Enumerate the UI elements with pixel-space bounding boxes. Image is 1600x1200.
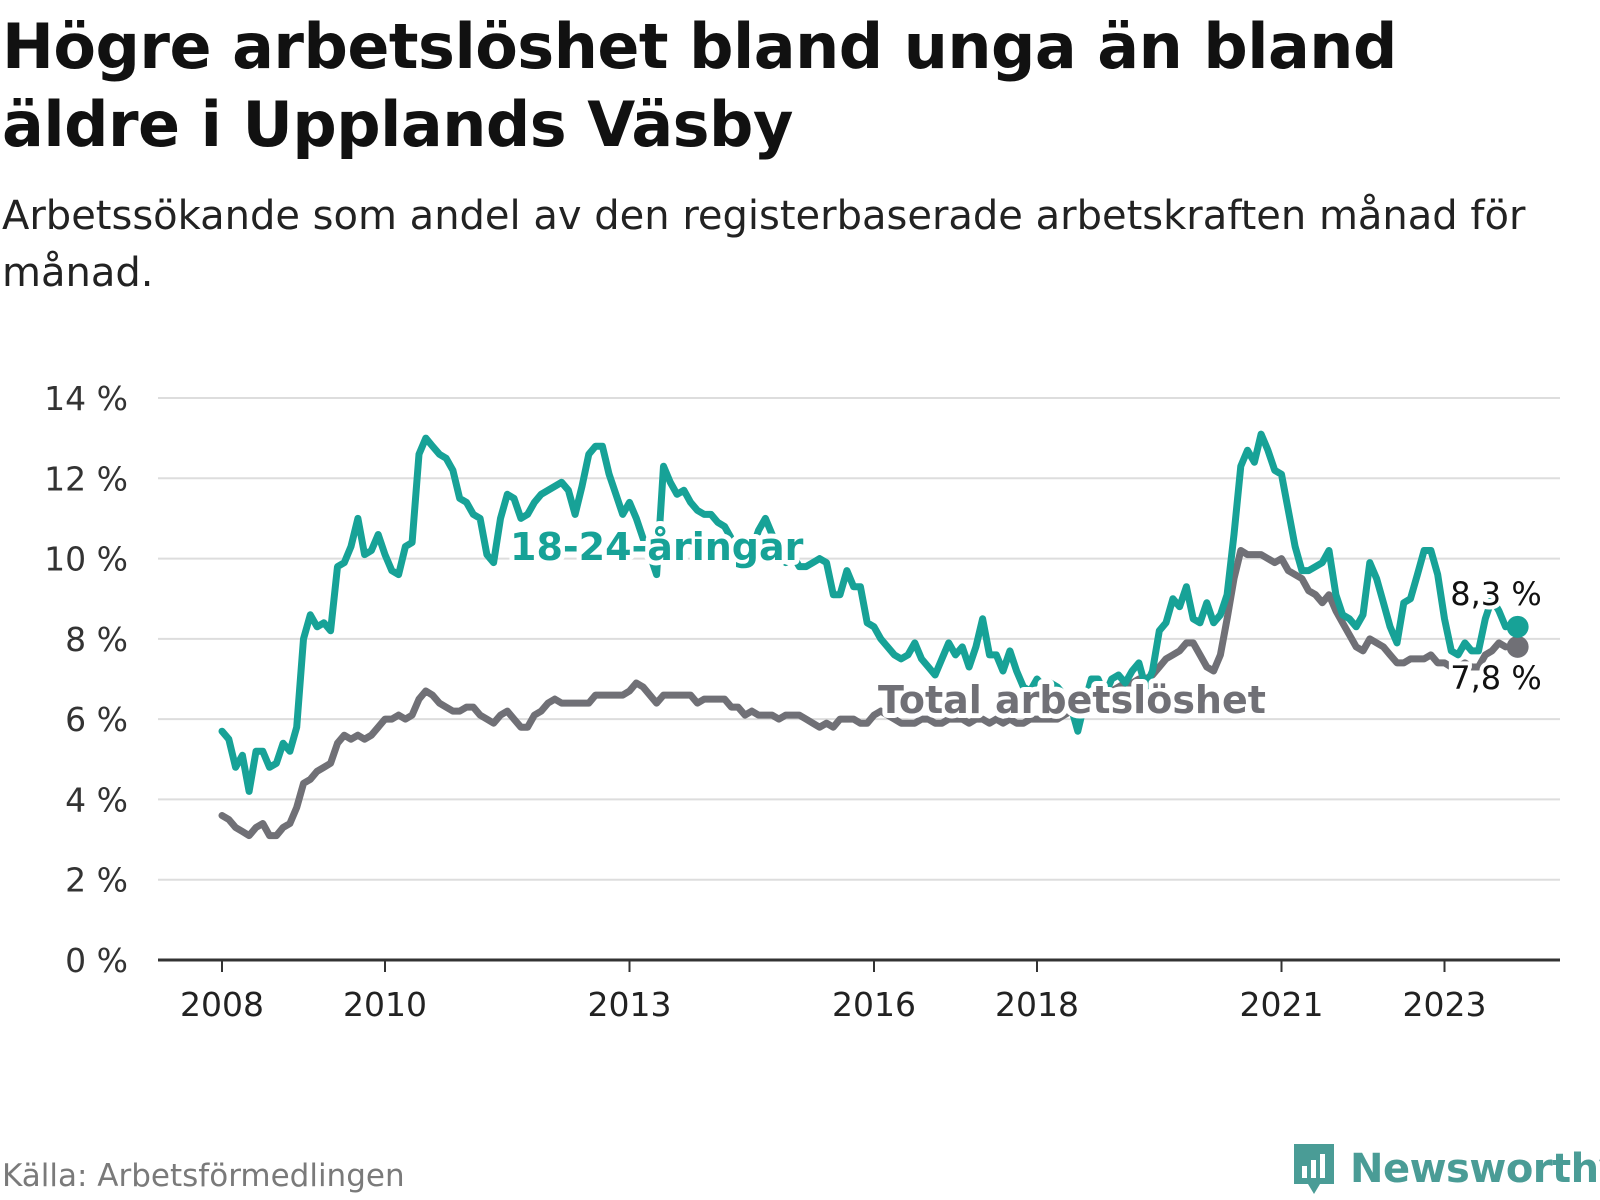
x-tick-label: 2021 bbox=[1240, 985, 1324, 1024]
y-tick-label: 8 % bbox=[65, 620, 128, 659]
y-tick-label: 14 % bbox=[44, 379, 128, 418]
x-tick-label: 2018 bbox=[995, 985, 1079, 1024]
y-tick-label: 12 % bbox=[44, 459, 128, 498]
y-tick-label: 2 % bbox=[65, 861, 128, 900]
brand-logo[interactable]: Newsworthy bbox=[1290, 1140, 1600, 1198]
x-tick-label: 2010 bbox=[343, 985, 427, 1024]
newsworthy-logo-icon bbox=[1294, 1144, 1334, 1194]
chart-title: Högre arbetslöshet bland unga än bland ä… bbox=[2, 10, 1397, 161]
x-tick-label: 2008 bbox=[180, 985, 264, 1024]
x-axis: 2008 2010 2013 2016 2018 2021 2023 bbox=[158, 958, 1560, 1024]
end-label-youth: 8,3 % bbox=[1450, 575, 1541, 613]
x-tick-label: 2013 bbox=[588, 985, 672, 1024]
series-labels: 18-24-åringar Total arbetslöshet 8,3 % 7,8 … bbox=[505, 520, 1546, 727]
series-lines bbox=[218, 430, 1510, 840]
y-tick-label: 6 % bbox=[65, 700, 128, 739]
x-tick-label: 2016 bbox=[832, 985, 916, 1024]
end-dot-youth bbox=[1506, 615, 1529, 638]
brand-name: Newsworthy bbox=[1350, 1146, 1600, 1192]
gridlines bbox=[158, 397, 1560, 881]
x-tick-label: 2023 bbox=[1403, 985, 1487, 1024]
series-line-youth bbox=[218, 430, 1510, 795]
y-axis-labels: 0 % 2 % 4 % 6 % 8 % 10 % 12 % 14 % bbox=[44, 379, 128, 980]
series-label-total: Total arbetslöshet bbox=[878, 678, 1266, 722]
chart-subtitle: Arbetssökande som andel av den registerb… bbox=[2, 193, 1526, 296]
end-label-total: 7,8 % bbox=[1450, 659, 1541, 697]
y-tick-label: 10 % bbox=[44, 540, 128, 579]
source-note: Källa: Arbetsförmedlingen bbox=[2, 1158, 405, 1194]
end-dot-total bbox=[1506, 635, 1529, 658]
series-line-total bbox=[218, 547, 1510, 840]
series-label-youth: 18-24-åringar bbox=[510, 525, 804, 569]
y-tick-label: 4 % bbox=[65, 780, 128, 819]
y-tick-label: 0 % bbox=[65, 941, 128, 980]
